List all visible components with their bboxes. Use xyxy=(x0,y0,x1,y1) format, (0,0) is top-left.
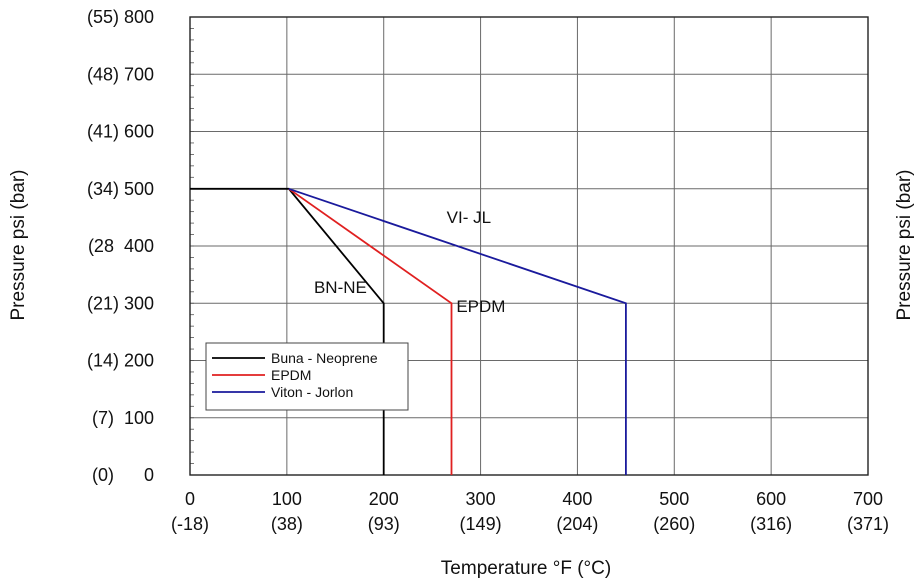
x-tick-label-1: 100 xyxy=(272,489,302,509)
x-tick-label-2: 200 xyxy=(369,489,399,509)
series-line-viton-jorlon xyxy=(288,187,627,475)
series-lines xyxy=(190,187,627,475)
x-tick-label-7: 700 xyxy=(853,489,883,509)
x-tick-label-5: 500 xyxy=(659,489,689,509)
y-tick-label-5: (21) 300 xyxy=(87,293,154,313)
y-axis-title-right: Pressure psi (bar) xyxy=(894,170,915,321)
x-tick-label-3: 300 xyxy=(466,489,496,509)
x-tick-label-4: 400 xyxy=(562,489,592,509)
x-tick-sublabel-3: (149) xyxy=(460,514,502,534)
annotations: VI- JL BN-NE EPDM xyxy=(314,208,506,316)
annotation-1: BN-NE xyxy=(314,278,367,297)
x-tick-sublabel-0: (-18) xyxy=(171,514,209,534)
y-tick-label-6: (14) 200 xyxy=(87,351,154,371)
y-tick-label-0: (55) 800 xyxy=(87,7,154,27)
y-tick-label-3: (34) 500 xyxy=(87,179,154,199)
series-line-epdm xyxy=(288,188,453,475)
x-tick-sublabel-4: (204) xyxy=(556,514,598,534)
x-tick-sublabel-1: (38) xyxy=(271,514,303,534)
x-tick-labels: 0 (-18) 100 (38) 200 (93) 300 (149) 400 (204) 500 (… xyxy=(171,489,889,534)
y-tick-label-4: (28 400 xyxy=(88,236,154,256)
y-tick-label-7: (7) 100 xyxy=(92,408,154,428)
x-tick-sublabel-2: (93) xyxy=(368,514,400,534)
x-axis-title: Temperature °F (°C) xyxy=(441,558,611,579)
y-axis-title: Pressure psi (bar) xyxy=(8,170,29,321)
legend-label-1: EPDM xyxy=(271,367,311,383)
x-tick-label-6: 600 xyxy=(756,489,786,509)
x-tick-sublabel-6: (316) xyxy=(750,514,792,534)
legend-label-2: Viton - Jorlon xyxy=(271,384,353,400)
grid-lines xyxy=(189,16,869,476)
x-tick-sublabel-7: (371) xyxy=(847,514,889,534)
y-tick-label-1: (48) 700 xyxy=(87,64,154,84)
legend-box xyxy=(205,342,409,411)
legend-label-0: Buna - Neoprene xyxy=(271,350,378,366)
annotation-2: EPDM xyxy=(456,297,505,316)
y-tick-label-8: (0) 0 xyxy=(92,465,154,485)
annotation-0: VI- JL xyxy=(447,208,491,227)
plot-frame xyxy=(189,16,869,476)
y-tick-label-2: (41) 600 xyxy=(87,122,154,142)
y-tick-labels: (55) 800 (48) 700 (41) 600 (34) 500 (28 400 (… xyxy=(87,7,154,485)
x-tick-label-0: 0 xyxy=(185,489,195,509)
x-tick-sublabel-5: (260) xyxy=(653,514,695,534)
